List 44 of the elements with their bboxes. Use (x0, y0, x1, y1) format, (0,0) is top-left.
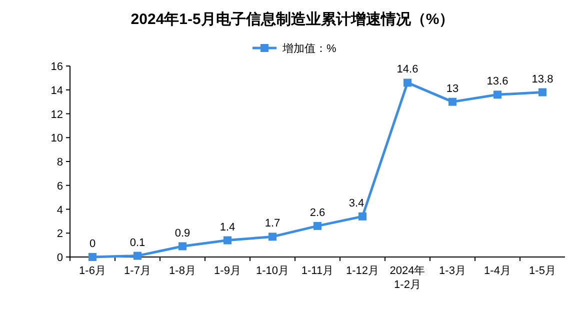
x-tick-label: 1-8月 (169, 265, 196, 277)
x-tick-label: 1-6月 (79, 265, 106, 277)
y-tick-label: 4 (56, 204, 63, 216)
y-tick-label: 16 (50, 61, 63, 73)
point (134, 252, 142, 260)
point (314, 222, 322, 230)
data-label: 13.8 (532, 73, 554, 86)
x-tick-label: 1-4月 (484, 265, 511, 277)
chart-title: 2024年1-5月电子信息制造业累计增速情况（%） (130, 11, 454, 28)
data-label: 0.9 (174, 227, 190, 240)
data-label: 3.4 (348, 197, 364, 210)
x-tick-label: 1-11月 (301, 265, 334, 277)
point (358, 212, 366, 220)
data-label: 0 (89, 238, 96, 250)
point (178, 242, 186, 250)
y-tick-label: 12 (50, 108, 63, 121)
point (494, 90, 502, 99)
y-tick-label: 10 (50, 132, 63, 145)
x-tick-label: 1-7月 (124, 265, 151, 277)
x-tick-label: 1-5月 (529, 265, 556, 277)
data-label: 14.6 (396, 64, 418, 76)
point (404, 78, 412, 87)
x-tick-label: 1-3月 (439, 265, 466, 277)
y-tick-label: 14 (50, 84, 63, 97)
data-label: 13.6 (486, 76, 508, 88)
point (268, 232, 276, 241)
legend-label: 增加值：% (282, 42, 336, 55)
y-tick-label: 2 (56, 228, 63, 240)
data-label: 2.6 (310, 206, 326, 219)
data-label: 1.7 (264, 218, 280, 230)
y-tick-label: 8 (56, 156, 63, 168)
point (224, 236, 232, 244)
x-tick-label: 1-9月 (214, 265, 241, 277)
point (88, 253, 96, 261)
x-tick-label: 2024年 1-2月 (390, 265, 426, 291)
x-tick-label: 1-10月 (256, 265, 290, 277)
data-label: 0.1 (130, 236, 146, 249)
y-tick-label: 0 (56, 252, 63, 264)
x-tick-label: 1-12月 (346, 265, 380, 277)
data-label: 13 (446, 82, 459, 95)
y-tick-label: 6 (56, 180, 63, 192)
data-label: 1.4 (220, 221, 236, 234)
point (448, 98, 456, 106)
point (538, 88, 546, 96)
